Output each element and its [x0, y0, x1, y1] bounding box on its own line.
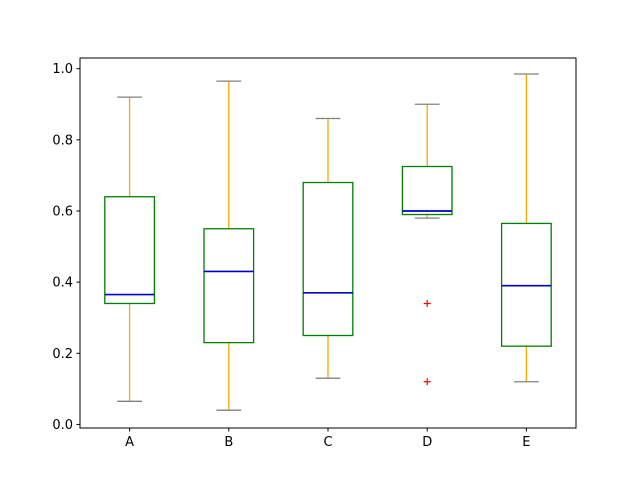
y-tick-label: 0.4	[52, 276, 73, 291]
box-E	[500, 222, 552, 347]
x-tick-label-A: A	[125, 435, 134, 450]
flier-plus-marker-D-1	[423, 378, 431, 386]
flier-plus-marker-D-0	[423, 299, 431, 307]
x-tick-label-E: E	[522, 435, 530, 450]
x-tick-label-D: D	[422, 435, 432, 450]
y-tick-label: 1.0	[52, 62, 73, 77]
box-A	[104, 196, 156, 305]
x-tick-label-B: B	[224, 435, 233, 450]
box-D	[401, 165, 453, 216]
y-tick-label: 0.6	[52, 204, 73, 219]
box-C	[302, 181, 354, 337]
y-tick-label: 0.2	[52, 347, 73, 362]
box-B	[203, 228, 255, 344]
y-tick-label: 0.0	[52, 418, 73, 433]
x-tick-label-C: C	[323, 435, 332, 450]
y-tick-label: 0.8	[52, 133, 73, 148]
